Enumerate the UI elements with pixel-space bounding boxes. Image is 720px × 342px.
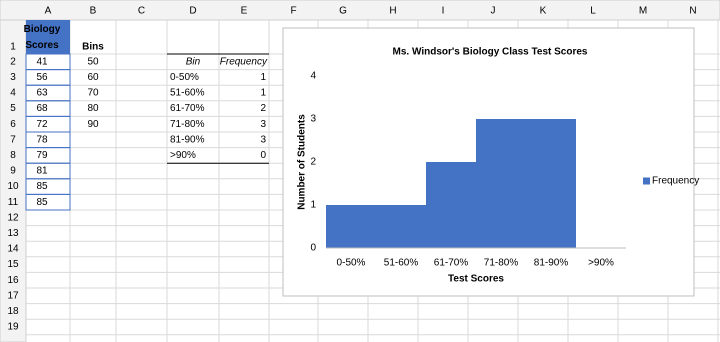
bar [426,162,476,248]
column-header[interactable]: D [189,6,196,17]
x-tick-label: >90% [588,258,614,269]
column-header[interactable]: K [540,6,547,17]
row-header[interactable]: 2 [10,56,16,67]
row-header-bar [0,19,27,342]
bin-value: 80 [87,103,99,114]
bin-label: 51-60% [170,88,205,99]
row-header[interactable]: 6 [10,119,16,130]
x-tick-label: 61-70% [434,258,469,269]
bin-value: 70 [87,88,99,99]
row-header[interactable]: 1 [10,42,16,53]
bin-label: >90% [170,150,196,161]
y-tick-label: 4 [310,71,316,82]
table-header: Frequency [220,56,268,67]
chart-title: Ms. Windsor's Biology Class Test Scores [393,47,588,58]
x-tick-label: 51-60% [384,258,419,269]
row-header[interactable]: 15 [7,259,19,270]
header-fill [26,20,70,54]
row-header[interactable]: 17 [7,290,19,301]
bin-label: 71-80% [170,119,205,130]
row-header[interactable]: 11 [8,197,19,208]
row-header[interactable]: 18 [7,306,19,317]
bar [326,205,376,248]
score-value: 72 [36,119,48,130]
y-tick-label: 3 [310,114,316,125]
score-value: 81 [36,166,48,177]
score-value: 85 [36,197,48,208]
bin-label: 61-70% [170,103,205,114]
score-value: 63 [36,88,48,99]
frequency-value: 2 [260,103,266,114]
frequency-value: 0 [260,150,266,161]
score-value: 56 [36,72,48,83]
column-header[interactable]: G [339,6,347,17]
frequency-value: 3 [260,119,266,130]
column-header[interactable]: N [689,6,696,17]
frequency-value: 1 [260,88,266,99]
column-header[interactable]: E [241,6,248,17]
bin-value: 90 [87,119,99,130]
score-value: 79 [36,150,48,161]
x-tick-label: 71-80% [484,258,519,269]
bin-value: 60 [87,72,99,83]
column-header[interactable]: L [590,6,596,17]
y-tick-label: 2 [310,157,316,168]
row-header[interactable]: 4 [10,88,16,99]
y-axis-label: Number of Students [297,114,308,210]
column-header[interactable]: B [90,6,97,17]
table-header: Bin [186,56,201,67]
y-tick-label: 1 [310,200,316,211]
row-header[interactable]: 7 [10,134,16,145]
score-value: 41 [36,56,48,67]
row-header[interactable]: 14 [7,244,19,255]
column-header[interactable]: A [45,6,52,17]
frequency-value: 3 [260,134,266,145]
bin-label: 81-90% [170,134,205,145]
row-header[interactable]: 19 [7,322,19,333]
row-header[interactable]: 10 [7,181,19,192]
column-header[interactable]: J [491,6,496,17]
y-tick-label: 0 [310,243,316,254]
column-header[interactable]: C [138,6,145,17]
bar [526,119,576,248]
x-tick-label: 0-50% [337,258,366,269]
bar [476,119,526,248]
x-axis-label: Test Scores [448,274,504,285]
row-header[interactable]: 16 [7,275,19,286]
bin-label: 0-50% [170,72,199,83]
chart: Ms. Windsor's Biology Class Test Scores 0… [282,27,699,297]
column-header[interactable]: H [389,6,396,17]
legend-swatch [643,177,650,185]
row-header[interactable]: 9 [10,166,16,177]
scores-header: Biology Scores [24,24,61,51]
bar [376,205,426,248]
x-tick-label: 81-90% [534,258,569,269]
score-value: 85 [36,181,48,192]
row-header[interactable]: 5 [10,103,16,114]
row-header[interactable]: 13 [7,228,19,239]
column-header-bar [0,0,720,21]
score-value: 68 [36,103,48,114]
legend-label: Frequency [652,176,699,187]
bins-header: Bins [82,42,104,53]
column-header[interactable]: F [290,6,296,17]
row-header[interactable]: 8 [10,150,16,161]
score-value: 78 [36,134,48,145]
row-header[interactable]: 3 [10,72,16,83]
column-header[interactable]: M [639,6,647,17]
score-cell [25,193,71,211]
row-header[interactable]: 12 [7,212,19,223]
frequency-value: 1 [260,72,266,83]
bin-value: 50 [87,56,99,67]
column-header[interactable]: I [442,6,445,17]
